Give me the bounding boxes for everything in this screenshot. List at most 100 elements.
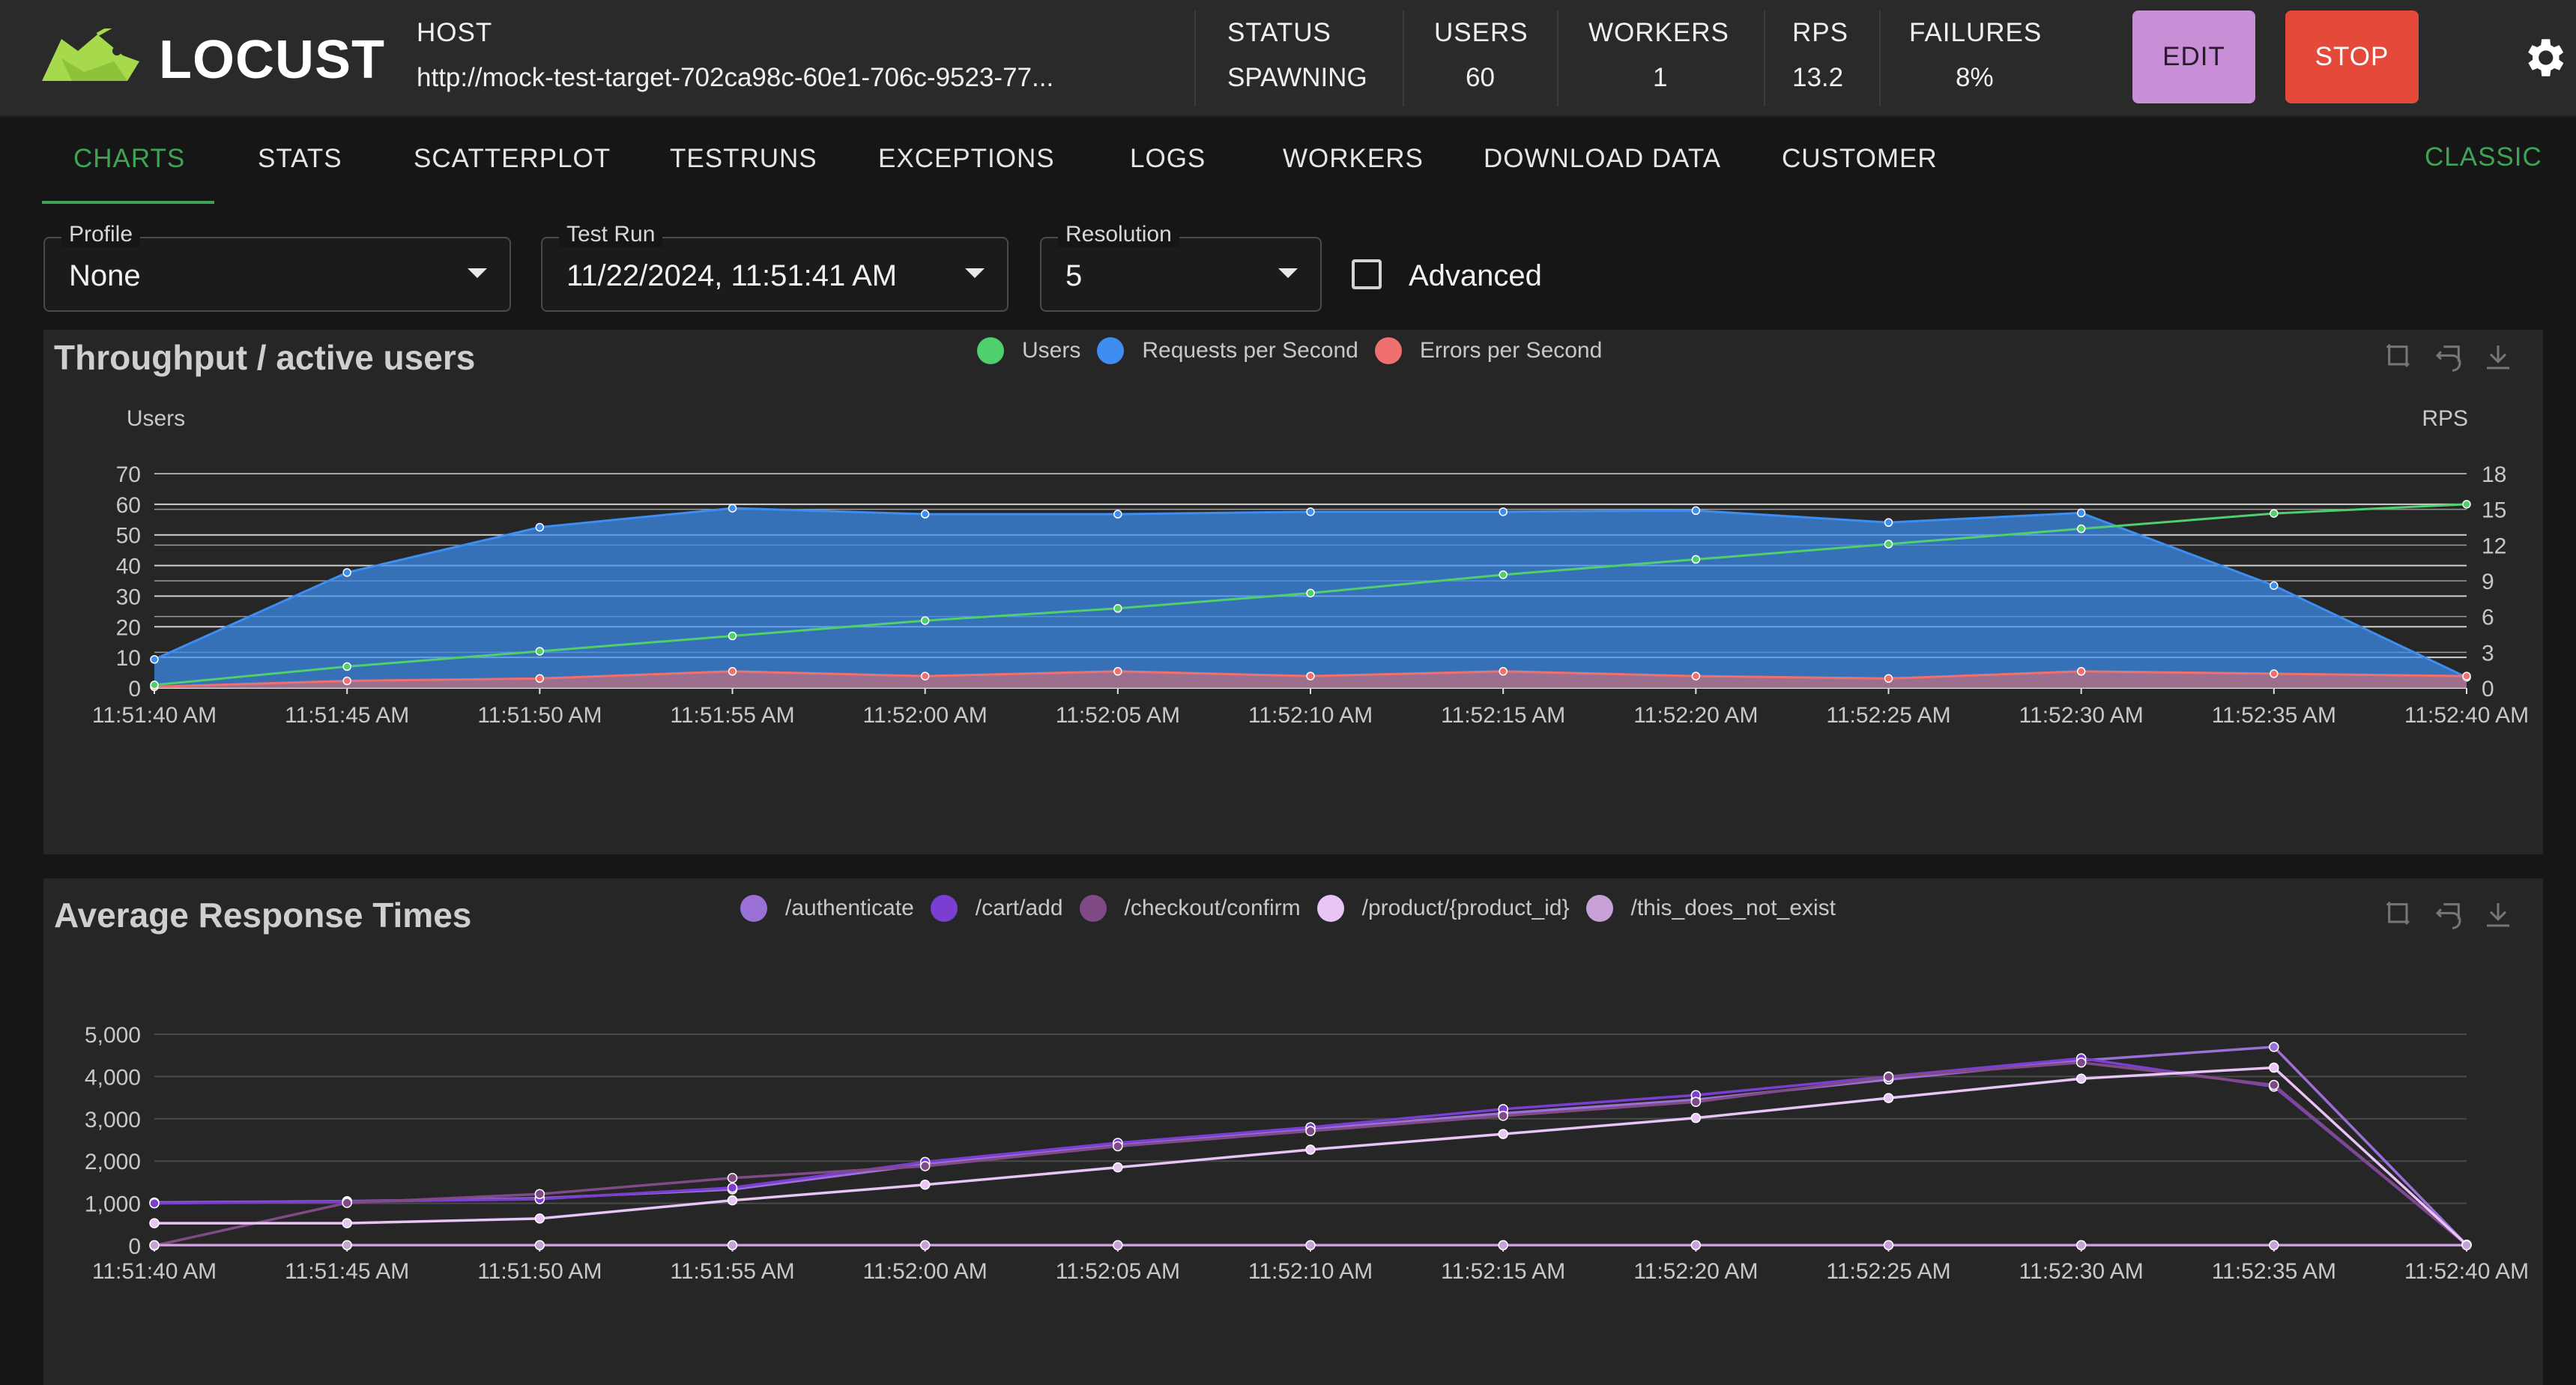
workers-label: WORKERS bbox=[1588, 18, 1729, 47]
errors-per-second-point bbox=[535, 674, 545, 684]
gear-icon[interactable] bbox=[2519, 33, 2569, 82]
profile-value: None bbox=[69, 259, 141, 292]
zoom-icon[interactable] bbox=[2384, 342, 2414, 372]
tab-customer[interactable]: CUSTOMER bbox=[1782, 144, 1938, 173]
x-tick-label: 11:52:20 AM bbox=[1633, 703, 1758, 728]
response-times-chart-panel: Average Response Times /authenticate /ca… bbox=[43, 878, 2543, 1385]
x-tick-label: 11:51:55 AM bbox=[670, 703, 794, 728]
legend-label: Errors per Second bbox=[1419, 338, 1603, 363]
resolution-select[interactable]: Resolution 5 bbox=[1040, 222, 1322, 312]
test-run-select[interactable]: Test Run 11/22/2024, 11:51:41 AM bbox=[541, 222, 1009, 312]
y-tick-label: 60 bbox=[116, 493, 141, 518]
failures-value: 8% bbox=[1956, 63, 1994, 92]
tab-exceptions[interactable]: EXCEPTIONS bbox=[878, 144, 1055, 173]
host-url: http://mock-test-target-702ca98c-60e1-70… bbox=[417, 63, 1054, 92]
y-tick-label: 4,000 bbox=[85, 1065, 141, 1090]
tab-charts[interactable]: CHARTS bbox=[73, 144, 186, 173]
users-value: 60 bbox=[1466, 63, 1495, 92]
checkout-confirm-point bbox=[2075, 1057, 2087, 1068]
errors-per-second-point bbox=[1499, 667, 1508, 676]
x-tick-label: 11:52:40 AM bbox=[2404, 703, 2529, 728]
caret-down-icon bbox=[1278, 268, 1298, 278]
x-tick-label: 11:52:00 AM bbox=[863, 703, 988, 728]
legend-label: /checkout/confirm bbox=[1124, 896, 1301, 920]
requests-per-second-point bbox=[150, 655, 159, 664]
requests-per-second-point bbox=[2076, 508, 2086, 518]
legend-item-authenticate[interactable]: /authenticate bbox=[740, 895, 914, 922]
logo-text: LOCUST bbox=[159, 30, 385, 90]
y-tick-label: 30 bbox=[116, 585, 141, 609]
x-tick-label: 11:51:55 AM bbox=[670, 1259, 794, 1284]
requests-per-second-point bbox=[920, 510, 930, 519]
this-does-not-exist-point bbox=[534, 1240, 545, 1251]
download-icon[interactable] bbox=[2483, 899, 2513, 929]
legend-item-rps[interactable]: Requests per Second bbox=[1097, 337, 1358, 364]
failures-label: FAILURES bbox=[1909, 18, 2043, 47]
errors-per-second-point bbox=[2270, 669, 2279, 678]
caret-down-icon bbox=[468, 268, 487, 278]
errors-per-second-point bbox=[342, 676, 351, 686]
classic-link[interactable]: CLASSIC bbox=[2425, 142, 2542, 172]
users-point bbox=[342, 662, 351, 672]
legend-item-cart-add[interactable]: /cart/add bbox=[930, 895, 1063, 922]
legend-item-checkout-confirm[interactable]: /checkout/confirm bbox=[1079, 895, 1301, 922]
x-tick-label: 11:52:10 AM bbox=[1248, 703, 1373, 728]
legend-item-users[interactable]: Users bbox=[977, 337, 1080, 364]
errors-per-second-point bbox=[1884, 674, 1893, 684]
checkout-confirm-point bbox=[342, 1198, 352, 1208]
x-tick-label: 11:52:40 AM bbox=[2404, 1259, 2529, 1284]
x-tick-label: 11:52:15 AM bbox=[1441, 703, 1565, 728]
y-tick-label: 5,000 bbox=[85, 1023, 141, 1048]
legend-label: /cart/add bbox=[975, 896, 1063, 920]
chart-title: Throughput / active users bbox=[54, 338, 476, 377]
zoom-icon[interactable] bbox=[2384, 899, 2414, 929]
tab-download-data[interactable]: DOWNLOAD DATA bbox=[1484, 144, 1721, 173]
chart-toolbox bbox=[2384, 899, 2513, 929]
tab-scatterplot[interactable]: SCATTERPLOT bbox=[414, 144, 611, 173]
legend-not-exist-dot bbox=[1585, 895, 1613, 922]
x-tick-label: 11:52:10 AM bbox=[1248, 1259, 1373, 1284]
throughput-chart[interactable]: Users RPS 0 10 20 30 40 50 60 70 0 3 6 9 12 15 18 11:51:4… bbox=[43, 390, 2543, 854]
product-product-id-point bbox=[1113, 1162, 1123, 1173]
tab-testruns[interactable]: TESTRUNS bbox=[670, 144, 817, 173]
restore-icon[interactable] bbox=[2434, 899, 2464, 929]
product-product-id-point bbox=[534, 1213, 545, 1224]
y-tick-label: 0 bbox=[128, 1234, 141, 1259]
rps-label: RPS bbox=[1792, 18, 1848, 47]
y-tick-label: 20 bbox=[116, 615, 141, 640]
edit-button[interactable]: EDIT bbox=[2132, 10, 2255, 103]
requests-per-second-point bbox=[535, 522, 545, 532]
y2-axis-title: RPS bbox=[2422, 406, 2468, 431]
legend-rps-dot bbox=[1097, 337, 1125, 364]
product-product-id-point bbox=[149, 1218, 160, 1228]
profile-select[interactable]: Profile None bbox=[43, 222, 511, 312]
locust-logo[interactable]: LOCUST bbox=[39, 27, 391, 94]
x-tick-label: 11:52:05 AM bbox=[1056, 1259, 1180, 1284]
advanced-label: Advanced bbox=[1409, 259, 1542, 292]
response-times-chart[interactable]: 0 1,000 2,000 3,000 4,000 5,000 11:51:40 AM 11:… bbox=[43, 950, 2543, 1385]
top-bar: LOCUST HOST http://mock-test-target-702c… bbox=[0, 0, 2576, 117]
product-product-id-point bbox=[727, 1195, 738, 1206]
chart-title: Average Response Times bbox=[54, 896, 472, 935]
this-does-not-exist-point bbox=[1498, 1240, 1508, 1251]
tab-stats[interactable]: STATS bbox=[258, 144, 342, 173]
y2-tick-label: 9 bbox=[2482, 570, 2494, 594]
this-does-not-exist-point bbox=[2075, 1240, 2087, 1251]
workers-value: 1 bbox=[1653, 63, 1668, 92]
download-icon[interactable] bbox=[2483, 342, 2513, 372]
x-tick-label: 11:51:40 AM bbox=[92, 1259, 217, 1284]
tab-logs[interactable]: LOGS bbox=[1130, 144, 1206, 173]
legend-item-not-exist[interactable]: /this_does_not_exist bbox=[1585, 895, 1836, 922]
legend-item-errors[interactable]: Errors per Second bbox=[1374, 337, 1603, 364]
this-does-not-exist-point bbox=[919, 1240, 931, 1251]
legend-item-product[interactable]: /product/{product_id} bbox=[1316, 895, 1570, 922]
errors-per-second-point bbox=[2076, 667, 2086, 676]
stop-button[interactable]: STOP bbox=[2285, 10, 2419, 103]
errors-per-second-point bbox=[2462, 672, 2471, 681]
errors-per-second-point bbox=[1691, 672, 1701, 681]
advanced-checkbox[interactable] bbox=[1352, 259, 1382, 289]
tab-workers[interactable]: WORKERS bbox=[1283, 144, 1424, 173]
users-point bbox=[1691, 555, 1701, 564]
restore-icon[interactable] bbox=[2434, 342, 2464, 372]
x-tick-label: 11:52:15 AM bbox=[1441, 1259, 1565, 1284]
